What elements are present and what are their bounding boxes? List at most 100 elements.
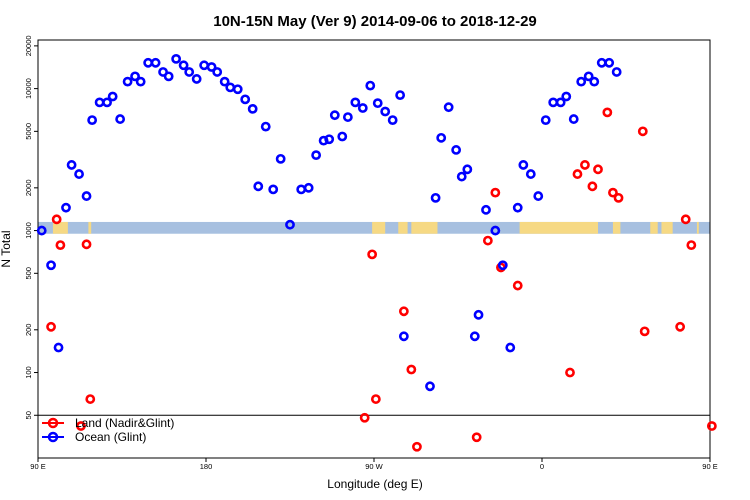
land-point bbox=[512, 280, 523, 291]
ocean-point bbox=[36, 225, 47, 236]
y-axis-label: N Total bbox=[0, 230, 13, 267]
y-tick-label: 100 bbox=[24, 366, 33, 379]
land-point bbox=[471, 432, 482, 443]
x-tick-label: 0 bbox=[540, 462, 544, 471]
ocean-point bbox=[555, 97, 566, 108]
land-point bbox=[608, 187, 618, 198]
ocean-point bbox=[260, 121, 271, 132]
y-tick-label: 20000 bbox=[24, 35, 33, 56]
ocean-point bbox=[596, 57, 607, 68]
ocean-point bbox=[74, 169, 84, 179]
map-land-patch bbox=[398, 221, 408, 234]
ocean-point bbox=[497, 260, 508, 271]
ocean-point bbox=[462, 164, 473, 175]
ocean-point bbox=[324, 134, 335, 145]
ocean-point bbox=[268, 184, 279, 195]
ocean-point bbox=[253, 181, 264, 192]
ocean-point bbox=[387, 115, 398, 126]
data-points bbox=[36, 53, 717, 452]
land-point bbox=[639, 326, 650, 337]
ocean-point bbox=[247, 103, 258, 114]
map-land-patch bbox=[411, 221, 438, 234]
ocean-point bbox=[337, 131, 348, 142]
ocean-point bbox=[583, 71, 594, 82]
land-point bbox=[81, 239, 92, 250]
map-land-patch bbox=[696, 221, 699, 234]
ocean-point bbox=[285, 219, 295, 230]
x-axis: 90 E 180 90 W 0 90 E bbox=[30, 458, 718, 471]
ocean-point bbox=[350, 97, 361, 108]
ocean-point bbox=[443, 102, 454, 113]
land-point bbox=[637, 126, 648, 137]
ocean-point bbox=[395, 90, 406, 101]
ocean-point bbox=[225, 82, 236, 93]
ocean-point bbox=[163, 71, 174, 82]
land-point bbox=[55, 240, 66, 251]
ocean-point bbox=[561, 91, 572, 102]
ocean-point bbox=[66, 160, 77, 170]
y-tick-label: 1000 bbox=[24, 222, 33, 239]
ocean-point bbox=[436, 132, 447, 143]
ocean-point bbox=[456, 171, 467, 182]
land-point bbox=[580, 160, 590, 170]
x-tick-label: 180 bbox=[200, 462, 213, 471]
ocean-point bbox=[425, 381, 435, 392]
ocean-point bbox=[372, 98, 383, 109]
ocean-point bbox=[171, 53, 182, 64]
ocean-point bbox=[525, 169, 536, 179]
ocean-point bbox=[604, 57, 615, 68]
ocean-series bbox=[36, 53, 622, 392]
ocean-point bbox=[365, 80, 376, 91]
legend-ocean-label: Ocean (Glint) bbox=[75, 430, 146, 444]
land-point bbox=[593, 164, 603, 175]
ocean-point bbox=[53, 342, 64, 353]
ocean-point bbox=[130, 71, 140, 82]
ocean-point bbox=[102, 97, 112, 108]
land-point bbox=[587, 181, 598, 192]
land-point bbox=[482, 235, 493, 246]
land-point bbox=[706, 421, 717, 431]
legend-land-label: Land (Nadir&Glint) bbox=[75, 416, 174, 430]
ocean-point bbox=[329, 110, 340, 121]
land-point bbox=[686, 240, 697, 251]
ocean-point bbox=[296, 184, 307, 195]
ocean-point bbox=[548, 97, 559, 108]
ocean-point bbox=[589, 76, 600, 87]
x-axis-label: Longitude (deg E) bbox=[327, 477, 422, 491]
ocean-point bbox=[61, 202, 71, 213]
ocean-point bbox=[518, 160, 529, 170]
ocean-point bbox=[540, 115, 551, 126]
ocean-point bbox=[469, 331, 480, 342]
y-tick-label: 200 bbox=[24, 324, 33, 337]
land-point bbox=[613, 192, 624, 203]
ocean-point bbox=[212, 67, 223, 77]
ocean-point bbox=[342, 112, 353, 122]
x-tick-label: 90 E bbox=[30, 462, 45, 471]
ocean-point bbox=[512, 202, 523, 213]
ocean-point bbox=[451, 145, 462, 155]
land-point bbox=[412, 441, 422, 452]
ocean-point bbox=[311, 150, 322, 161]
map-land-patch bbox=[519, 221, 598, 234]
ocean-point bbox=[178, 60, 189, 71]
ocean-point bbox=[505, 342, 516, 353]
land-point bbox=[85, 394, 96, 404]
ocean-point bbox=[473, 309, 484, 320]
ocean-point bbox=[533, 191, 544, 201]
land-point bbox=[76, 421, 86, 431]
ocean-point bbox=[81, 191, 92, 201]
chart-title: 10N-15N May (Ver 9) 2014-09-06 to 2018-1… bbox=[213, 13, 537, 30]
ocean-point bbox=[219, 76, 230, 87]
land-point bbox=[370, 394, 381, 404]
x-tick-label: 90 E bbox=[702, 462, 717, 471]
land-point bbox=[359, 412, 370, 423]
ocean-point bbox=[481, 204, 491, 215]
land-point bbox=[490, 187, 501, 198]
legend-item-ocean: Ocean (Glint) bbox=[42, 430, 146, 444]
ocean-point bbox=[240, 94, 251, 105]
map-land-patch bbox=[372, 221, 386, 234]
land-point bbox=[675, 321, 686, 332]
ocean-point bbox=[398, 331, 409, 342]
y-tick-label: 5000 bbox=[24, 123, 33, 140]
ocean-point bbox=[115, 114, 126, 124]
